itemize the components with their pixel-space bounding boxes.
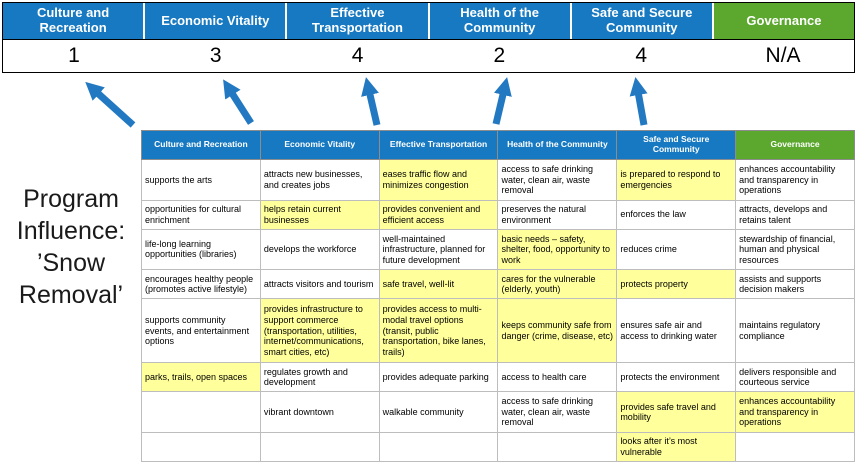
matrix-cell: provides safe travel and mobility	[616, 391, 737, 433]
summary-header-health-of-the-community: Health of the Community	[427, 3, 570, 39]
matrix-cell: basic needs – safety, shelter, food, opp…	[497, 228, 618, 271]
up-arrow-icon	[629, 77, 648, 126]
summary-score-row: 1 3 4 2 4 N/A	[3, 40, 854, 72]
summary-score-safe-and-secure-community: 4	[635, 44, 648, 67]
matrix-cell: is prepared to respond to emergencies	[616, 159, 737, 201]
summary-header-safe-and-secure-community: Safe and Secure Community	[569, 3, 712, 39]
summary-header-economic-vitality: Economic Vitality	[143, 3, 286, 39]
matrix-cell: provides access to multi-modal travel op…	[378, 298, 499, 364]
table-row: life-long learning opportunities (librar…	[141, 228, 855, 271]
matrix-cell: enforces the law	[616, 199, 737, 230]
matrix-cell	[497, 431, 618, 463]
summary-header-row: Culture and Recreation Economic Vitality E…	[3, 3, 855, 40]
matrix-cell: opportunities for cultural enrichment	[141, 199, 261, 230]
matrix-cell: preserves the natural environment	[497, 199, 618, 230]
matrix-header-effective-transportation: Effective Transportation	[378, 130, 499, 160]
table-row: supports community events, and entertain…	[141, 298, 855, 364]
matrix-header-health-of-the-community: Health of the Community	[497, 130, 618, 160]
matrix-cell: enhances accountability and transparency…	[735, 159, 855, 201]
matrix-cell: enhances accountability and transparency…	[735, 391, 855, 433]
summary-score-health-of-the-community: 2	[493, 44, 506, 67]
matrix-cell: keeps community safe from danger (crime,…	[497, 298, 618, 364]
matrix-cell: protects property	[616, 269, 737, 300]
summary-score-culture-and-recreation: 1	[68, 44, 80, 67]
matrix-cell: helps retain current businesses	[259, 199, 380, 230]
matrix-cell: attracts visitors and tourism	[259, 269, 380, 300]
summary-header-governance: Governance	[711, 3, 855, 39]
up-arrow-icon	[223, 79, 254, 125]
summary-score-effective-transportation: 4	[351, 44, 364, 67]
table-row: supports the arts attracts new businesses…	[141, 159, 855, 201]
matrix-cell: delivers responsible and courteous servi…	[735, 362, 855, 393]
matrix-header-economic-vitality: Economic Vitality	[259, 130, 380, 160]
matrix-cell: provides adequate parking	[378, 362, 499, 393]
matrix-cell: regulates growth and development	[259, 362, 380, 393]
matrix-cell: supports the arts	[141, 159, 261, 201]
matrix-header-culture-and-recreation: Culture and Recreation	[141, 130, 261, 160]
summary-header-effective-transportation: Effective Transportation	[285, 3, 428, 39]
matrix-body: supports the arts attracts new businesses…	[141, 159, 855, 463]
matrix-header-governance: Governance	[735, 130, 855, 160]
influence-matrix: Culture and Recreation Economic Vitality E…	[141, 130, 855, 463]
summary-score-economic-vitality: 3	[209, 44, 222, 67]
matrix-cell: well-maintained infrastructure, planned …	[378, 228, 499, 271]
matrix-cell	[378, 431, 499, 463]
matrix-cell: provides convenient and efficient access	[378, 199, 499, 230]
matrix-cell: attracts new businesses, and creates job…	[259, 159, 380, 201]
table-row: encourages healthy people (promotes acti…	[141, 269, 855, 300]
matrix-cell: provides infrastructure to support comme…	[259, 298, 380, 364]
table-row: looks after it’s most vulnerable	[141, 431, 855, 463]
summary-score-governance: N/A	[765, 44, 801, 67]
matrix-cell: assists and supports decision makers	[735, 269, 855, 300]
up-arrow-icon	[361, 77, 381, 126]
matrix-cell: encourages healthy people (promotes acti…	[141, 269, 261, 300]
matrix-cell: access to health care	[497, 362, 618, 393]
matrix-cell: life-long learning opportunities (librar…	[141, 228, 261, 271]
matrix-cell: stewardship of financial, human and phys…	[735, 228, 855, 271]
matrix-cell	[735, 431, 855, 463]
matrix-cell: supports community events, and entertain…	[141, 298, 261, 364]
summary-block: Culture and Recreation Economic Vitality E…	[2, 2, 855, 73]
matrix-cell	[141, 431, 261, 463]
matrix-cell: eases traffic flow and minimizes congest…	[378, 159, 499, 201]
matrix-cell: cares for the vulnerable (elderly, youth…	[497, 269, 618, 300]
matrix-cell: parks, trails, open spaces	[141, 362, 261, 393]
matrix-cell: looks after it’s most vulnerable	[616, 431, 737, 463]
table-row: vibrant downtown walkable community access…	[141, 391, 855, 433]
table-row: opportunities for cultural enrichment hel…	[141, 199, 855, 230]
matrix-header-safe-and-secure-community: Safe and Secure Community	[616, 130, 737, 160]
matrix-cell	[141, 391, 261, 433]
arrows-layer	[85, 77, 648, 128]
matrix-cell: maintains regulatory compliance	[735, 298, 855, 364]
matrix-cell: reduces crime	[616, 228, 737, 271]
up-arrow-icon	[492, 77, 512, 125]
matrix-cell: develops the workforce	[259, 228, 380, 271]
table-row: parks, trails, open spaces regulates grow…	[141, 362, 855, 393]
matrix-cell	[259, 431, 380, 463]
matrix-header-row: Culture and Recreation Economic Vitality E…	[141, 130, 855, 160]
up-arrow-icon	[85, 81, 136, 128]
matrix-cell: walkable community	[378, 391, 499, 433]
matrix-cell: safe travel, well-lit	[378, 269, 499, 300]
matrix-cell: protects the environment	[616, 362, 737, 393]
summary-header-culture-and-recreation: Culture and Recreation	[3, 3, 144, 39]
matrix-cell: attracts, develops and retains talent	[735, 199, 855, 230]
matrix-cell: vibrant downtown	[259, 391, 380, 433]
matrix-cell: ensures safe air and access to drinking …	[616, 298, 737, 364]
matrix-cell: access to safe drinking water, clean air…	[497, 391, 618, 433]
program-title: Program Influence: ’Snow Removal’	[16, 185, 126, 309]
matrix-cell: access to safe drinking water, clean air…	[497, 159, 618, 201]
